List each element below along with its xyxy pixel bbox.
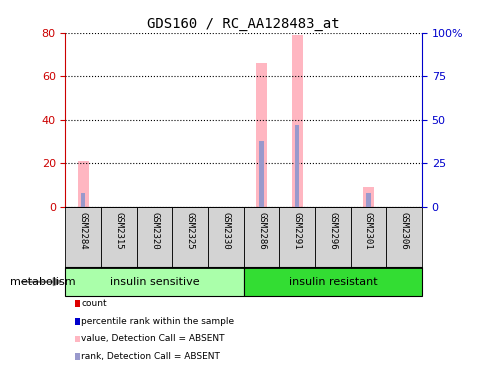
Bar <box>259 141 263 207</box>
Text: GSM2315: GSM2315 <box>114 212 123 249</box>
Bar <box>136 207 172 267</box>
Bar <box>172 207 208 267</box>
Bar <box>65 207 101 267</box>
Text: GSM2320: GSM2320 <box>150 212 159 249</box>
Text: GSM2306: GSM2306 <box>399 212 408 249</box>
Text: GSM2291: GSM2291 <box>292 212 301 249</box>
Text: GSM2330: GSM2330 <box>221 212 230 249</box>
Bar <box>385 207 421 267</box>
Text: rank, Detection Call = ABSENT: rank, Detection Call = ABSENT <box>81 352 220 361</box>
Text: metabolism: metabolism <box>10 277 75 287</box>
Bar <box>365 193 370 207</box>
Bar <box>350 207 385 267</box>
Bar <box>78 161 89 207</box>
Bar <box>256 63 266 207</box>
Text: GSM2286: GSM2286 <box>257 212 266 249</box>
Bar <box>81 193 85 207</box>
Text: GSM2301: GSM2301 <box>363 212 372 249</box>
Bar <box>208 207 243 267</box>
Bar <box>243 267 421 296</box>
Text: count: count <box>81 299 106 308</box>
Bar <box>279 207 314 267</box>
Text: GSM2296: GSM2296 <box>328 212 337 249</box>
Text: value, Detection Call = ABSENT: value, Detection Call = ABSENT <box>81 335 224 343</box>
Text: GSM2284: GSM2284 <box>78 212 88 249</box>
Bar <box>65 267 243 296</box>
Bar <box>101 207 136 267</box>
Text: GSM2325: GSM2325 <box>185 212 195 249</box>
Text: insulin sensitive: insulin sensitive <box>109 277 199 287</box>
Bar <box>243 207 279 267</box>
Bar <box>363 187 373 207</box>
Title: GDS160 / RC_AA128483_at: GDS160 / RC_AA128483_at <box>147 16 339 30</box>
Bar <box>294 125 299 207</box>
Bar <box>314 207 350 267</box>
Text: percentile rank within the sample: percentile rank within the sample <box>81 317 234 326</box>
Text: insulin resistant: insulin resistant <box>288 277 377 287</box>
Bar <box>291 35 302 207</box>
